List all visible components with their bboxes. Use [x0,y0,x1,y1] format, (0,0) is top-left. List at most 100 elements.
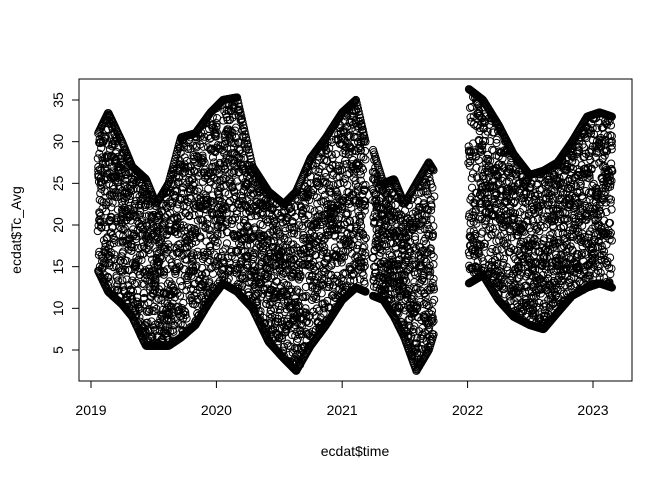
data-point [144,307,154,316]
data-point [150,306,159,316]
data-point [166,327,175,336]
data-point [119,282,128,291]
data-point [177,224,186,233]
data-point [98,159,108,169]
data-point [168,326,177,335]
data-point [136,304,145,313]
data-point [155,269,164,278]
data-point [182,273,191,283]
data-point [156,253,165,262]
data-points [93,85,617,375]
data-point [169,307,178,316]
data-point [187,239,197,248]
data-point [119,247,128,256]
data-point [179,183,188,192]
data-point [94,166,103,175]
data-point [117,215,126,224]
data-point [186,167,195,176]
data-point [111,192,120,201]
data-point [162,188,171,197]
data-point [110,235,119,245]
data-point [109,239,119,248]
data-point [122,215,131,224]
data-point [189,249,198,258]
data-point [130,201,139,210]
data-point [157,254,167,263]
data-point [114,276,123,285]
data-point [400,206,410,215]
data-point [118,276,127,285]
data-point [100,218,109,227]
data-point [106,240,115,250]
data-point [171,287,180,296]
data-point [165,277,174,286]
data-point [190,204,199,213]
data-point [175,291,185,300]
data-point [96,212,105,221]
data-point [147,333,156,342]
data-point [155,211,164,220]
data-point [122,275,131,284]
data-point [184,142,193,151]
data-point [174,177,183,187]
data-point [157,201,167,210]
data-point [162,187,172,196]
data-point [173,289,182,298]
data-point [173,230,182,239]
data-point [96,218,105,227]
data-point [122,193,131,202]
data-point [104,277,113,286]
data-point [152,304,161,314]
data-point [186,194,196,203]
data-point [104,140,113,149]
data-point [120,224,129,233]
data-point [182,255,191,264]
data-point [128,287,138,296]
data-point [190,224,199,233]
data-point [135,210,145,220]
data-point [107,213,116,222]
data-point [141,266,150,275]
data-point [181,310,190,320]
data-point [158,230,167,239]
data-point [180,306,189,316]
data-point [150,282,159,292]
data-point [129,225,138,234]
data-point [120,145,129,155]
data-point [141,327,150,336]
data-point [114,152,123,161]
data-point [138,250,147,259]
data-point [103,272,112,281]
data-point [188,180,197,190]
data-point [140,300,149,309]
data-point [175,220,184,229]
data-point [151,326,160,336]
data-point [119,225,128,234]
data-point [178,281,187,291]
data-point [177,193,186,203]
data-point [99,198,108,207]
data-point [120,196,130,206]
data-point [185,291,194,300]
data-point [120,265,130,275]
data-point [152,296,161,305]
data-point [166,281,176,290]
data-point [110,250,119,259]
data-point [181,308,190,317]
data-point [182,243,192,252]
data-point [175,262,184,271]
data-point [184,241,194,250]
data-point [182,314,191,323]
data-point [99,136,108,145]
data-point [127,291,136,301]
data-point [129,243,138,252]
data-point [185,212,194,221]
data-point [184,162,193,171]
data-point [222,239,232,248]
data-point [134,255,143,265]
data-point [126,242,135,251]
data-point [131,234,140,244]
data-point [188,263,198,272]
data-point [156,235,166,244]
